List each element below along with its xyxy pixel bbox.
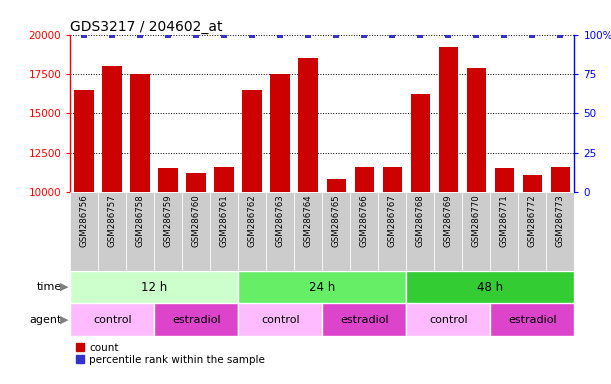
- Text: control: control: [429, 314, 467, 325]
- Bar: [518, 192, 546, 271]
- Bar: [382, 167, 402, 192]
- Text: estradiol: estradiol: [172, 314, 221, 325]
- Bar: [551, 167, 570, 192]
- Point: [79, 31, 89, 38]
- Legend: count, percentile rank within the sample: count, percentile rank within the sample: [76, 343, 265, 365]
- Text: GSM286762: GSM286762: [248, 194, 257, 247]
- Bar: [467, 68, 486, 192]
- Bar: [243, 90, 262, 192]
- Bar: [295, 192, 323, 271]
- Bar: [350, 192, 378, 271]
- Text: 48 h: 48 h: [477, 281, 503, 293]
- Point: [555, 31, 565, 38]
- Text: GSM286761: GSM286761: [220, 194, 229, 247]
- Text: GSM286759: GSM286759: [164, 194, 173, 247]
- Text: GSM286766: GSM286766: [360, 194, 369, 247]
- Bar: [406, 192, 434, 271]
- Text: GSM286773: GSM286773: [556, 194, 565, 247]
- Bar: [75, 90, 94, 192]
- Bar: [378, 192, 406, 271]
- Bar: [154, 303, 238, 336]
- Bar: [266, 192, 295, 271]
- Point: [304, 31, 313, 38]
- Bar: [210, 192, 238, 271]
- Point: [472, 31, 481, 38]
- Bar: [70, 303, 154, 336]
- Text: GSM286756: GSM286756: [80, 194, 89, 247]
- Text: estradiol: estradiol: [508, 314, 557, 325]
- Point: [359, 31, 369, 38]
- Bar: [490, 303, 574, 336]
- Point: [247, 31, 257, 38]
- Point: [191, 31, 201, 38]
- Bar: [406, 271, 574, 303]
- Point: [415, 31, 425, 38]
- Bar: [494, 169, 514, 192]
- Text: GSM286769: GSM286769: [444, 194, 453, 247]
- Point: [276, 31, 285, 38]
- Bar: [411, 94, 430, 192]
- Text: ▶: ▶: [60, 282, 69, 292]
- Bar: [70, 271, 238, 303]
- Point: [219, 31, 229, 38]
- Bar: [323, 303, 406, 336]
- Bar: [238, 303, 323, 336]
- Point: [499, 31, 509, 38]
- Text: agent: agent: [29, 314, 62, 325]
- Text: time: time: [37, 282, 62, 292]
- Bar: [131, 74, 150, 192]
- Text: GSM286764: GSM286764: [304, 194, 313, 247]
- Text: GSM286771: GSM286771: [500, 194, 509, 247]
- Bar: [126, 192, 154, 271]
- Bar: [238, 192, 266, 271]
- Point: [108, 31, 117, 38]
- Text: GSM286767: GSM286767: [388, 194, 397, 247]
- Point: [136, 31, 145, 38]
- Bar: [70, 192, 98, 271]
- Bar: [434, 192, 463, 271]
- Text: GSM286768: GSM286768: [416, 194, 425, 247]
- Text: 12 h: 12 h: [141, 281, 167, 293]
- Point: [331, 31, 341, 38]
- Bar: [406, 303, 490, 336]
- Text: GSM286757: GSM286757: [108, 194, 117, 247]
- Bar: [490, 192, 518, 271]
- Text: GSM286760: GSM286760: [192, 194, 201, 247]
- Point: [163, 31, 173, 38]
- Text: GSM286765: GSM286765: [332, 194, 341, 247]
- Bar: [522, 175, 542, 192]
- Bar: [299, 58, 318, 192]
- Bar: [439, 47, 458, 192]
- Bar: [354, 167, 374, 192]
- Text: control: control: [93, 314, 131, 325]
- Point: [527, 31, 537, 38]
- Text: ▶: ▶: [60, 314, 69, 325]
- Bar: [103, 66, 122, 192]
- Bar: [323, 192, 350, 271]
- Bar: [186, 173, 206, 192]
- Text: GSM286770: GSM286770: [472, 194, 481, 247]
- Bar: [214, 167, 234, 192]
- Point: [387, 31, 397, 38]
- Text: 24 h: 24 h: [309, 281, 335, 293]
- Text: estradiol: estradiol: [340, 314, 389, 325]
- Bar: [98, 192, 126, 271]
- Text: GSM286758: GSM286758: [136, 194, 145, 247]
- Bar: [238, 271, 406, 303]
- Text: GDS3217 / 204602_at: GDS3217 / 204602_at: [70, 20, 223, 33]
- Bar: [463, 192, 490, 271]
- Bar: [326, 179, 346, 192]
- Text: control: control: [261, 314, 299, 325]
- Bar: [546, 192, 574, 271]
- Bar: [158, 169, 178, 192]
- Point: [444, 31, 453, 38]
- Bar: [182, 192, 210, 271]
- Bar: [271, 74, 290, 192]
- Text: GSM286772: GSM286772: [528, 194, 537, 247]
- Bar: [154, 192, 182, 271]
- Text: GSM286763: GSM286763: [276, 194, 285, 247]
